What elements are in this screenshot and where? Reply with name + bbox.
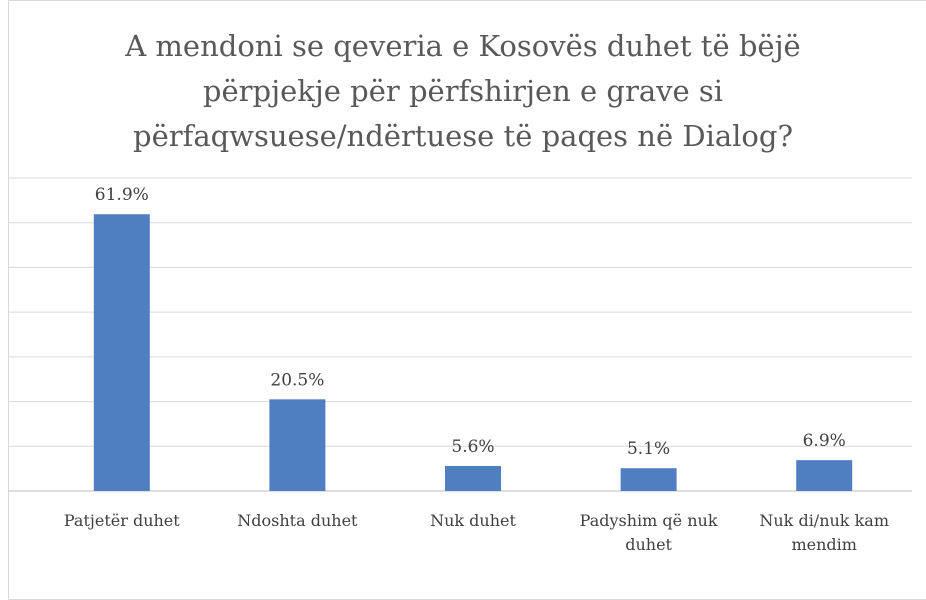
chart: A mendoni se qeveria e Kosovës duhet të …	[8, 0, 926, 600]
x-tick-label: Nuk duhet	[430, 511, 516, 530]
bar	[620, 468, 677, 491]
plot: 61.9% 20.5% 5.6% 5.1% 6.9%	[8, 177, 912, 492]
x-tick-label: Padyshim që nuk duhet	[579, 511, 718, 554]
data-label: 5.1%	[627, 439, 670, 459]
chart-title: A mendoni se qeveria e Kosovës duhet të …	[125, 29, 801, 153]
x-tick-label: Nuk di/nuk kam mendim	[759, 511, 889, 554]
bar	[269, 399, 326, 491]
x-tick-label: Ndoshta duhet	[237, 511, 358, 530]
data-label: 5.6%	[451, 437, 494, 457]
bar	[93, 214, 150, 491]
data-label: 6.9%	[803, 431, 846, 451]
data-label: 20.5%	[270, 370, 324, 390]
data-label: 61.9%	[95, 185, 149, 205]
bar	[445, 465, 501, 491]
bar	[796, 460, 853, 491]
x-tick-label: Patjetër duhet	[63, 511, 180, 530]
